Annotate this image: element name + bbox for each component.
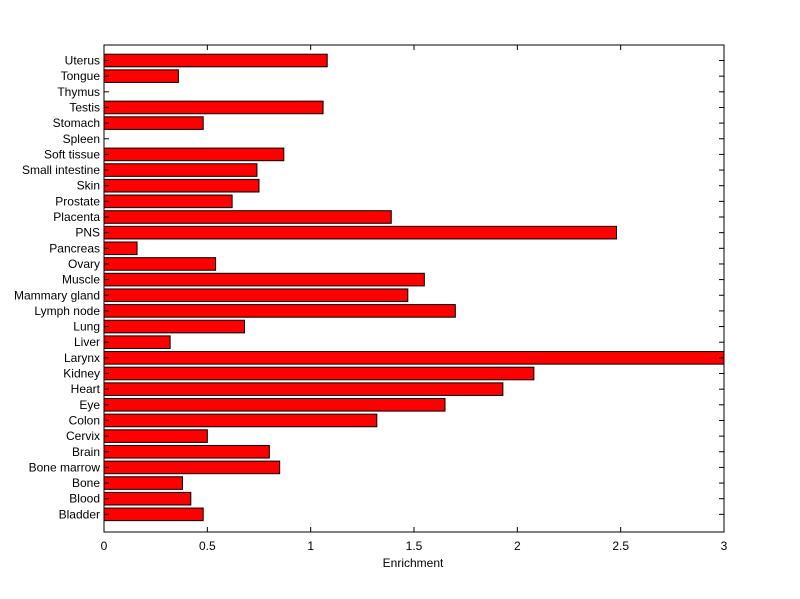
y-tick-label: Cervix xyxy=(66,429,100,443)
y-tick-label: Mammary gland xyxy=(14,288,100,302)
bar-eye xyxy=(103,398,446,412)
y-tick-label: Bladder xyxy=(59,507,100,521)
x-tick-label: 0.5 xyxy=(199,539,216,553)
bars-group xyxy=(103,53,725,522)
bar-larynx xyxy=(103,351,725,365)
y-tick-label: Testis xyxy=(69,100,100,114)
y-tick-label: Pancreas xyxy=(49,241,100,255)
bar-lung xyxy=(103,319,246,334)
y-tick-label: PNS xyxy=(75,226,100,240)
bar-liver xyxy=(103,335,171,349)
y-tick-label: Spleen xyxy=(63,132,100,146)
y-tick-label: Eye xyxy=(79,398,100,412)
bar-blood xyxy=(103,491,192,506)
y-tick-label: Brain xyxy=(72,445,100,459)
x-axis-label: Enrichment xyxy=(383,556,444,570)
bar-ovary xyxy=(103,257,217,271)
y-tick-label: Colon xyxy=(69,413,100,427)
bar-bladder xyxy=(103,507,204,522)
y-tick-label: Skin xyxy=(77,179,100,193)
x-tick-label: 3 xyxy=(721,539,728,553)
bar-brain xyxy=(103,444,270,459)
x-tick-label: 0 xyxy=(101,539,108,553)
axes-frame xyxy=(103,44,725,533)
y-tick-label: Muscle xyxy=(62,273,100,287)
y-tick-label: Tongue xyxy=(61,69,101,83)
bar-kidney xyxy=(103,366,535,381)
bar-muscle xyxy=(103,272,425,287)
bar-mammary-gland xyxy=(103,288,409,303)
y-tick-label: Ovary xyxy=(68,257,100,271)
bar-soft-tissue xyxy=(103,147,285,162)
bar-tongue xyxy=(103,69,179,83)
x-tick-label: 1 xyxy=(307,539,314,553)
x-tick-label: 2.5 xyxy=(612,539,629,553)
y-tick-label: Bone xyxy=(72,476,100,490)
bar-uterus xyxy=(103,53,328,68)
bar-prostate xyxy=(103,194,233,209)
x-ticks-group: 0 0.5 1 1.5 2 2.5 3 xyxy=(101,45,728,553)
bar-stomach xyxy=(103,116,204,130)
bar-cervix xyxy=(103,429,208,443)
y-tick-label: Bone marrow xyxy=(29,460,101,474)
y-tick-label: Lymph node xyxy=(34,304,100,318)
y-tick-label: Thymus xyxy=(57,85,100,99)
x-tick-label: 1.5 xyxy=(406,539,423,553)
bar-small-intestine xyxy=(103,163,258,177)
y-tick-label: Lung xyxy=(73,320,100,334)
x-tick-label: 2 xyxy=(514,539,521,553)
bar-bone-marrow xyxy=(103,460,281,475)
y-tick-label: Larynx xyxy=(64,351,100,365)
y-tick-label: Blood xyxy=(69,492,100,506)
bar-testis xyxy=(103,100,324,115)
y-tick-label: Placenta xyxy=(53,210,100,224)
bar-lymph-node xyxy=(103,304,456,318)
bar-placenta xyxy=(103,210,392,224)
y-tick-label: Heart xyxy=(71,382,101,396)
bar-pns xyxy=(103,225,618,240)
bar-colon xyxy=(103,413,378,428)
bar-heart xyxy=(103,382,504,396)
bar-skin xyxy=(103,178,260,193)
y-tick-label: Kidney xyxy=(63,367,100,381)
y-tick-label: Soft tissue xyxy=(44,147,100,161)
y-tick-label: Stomach xyxy=(53,116,100,130)
y-tick-label: Prostate xyxy=(55,194,100,208)
y-tick-label: Small intestine xyxy=(22,163,100,177)
bar-bone xyxy=(103,476,184,490)
y-tick-label: Uterus xyxy=(65,54,100,68)
y-tick-label: Liver xyxy=(74,335,100,349)
